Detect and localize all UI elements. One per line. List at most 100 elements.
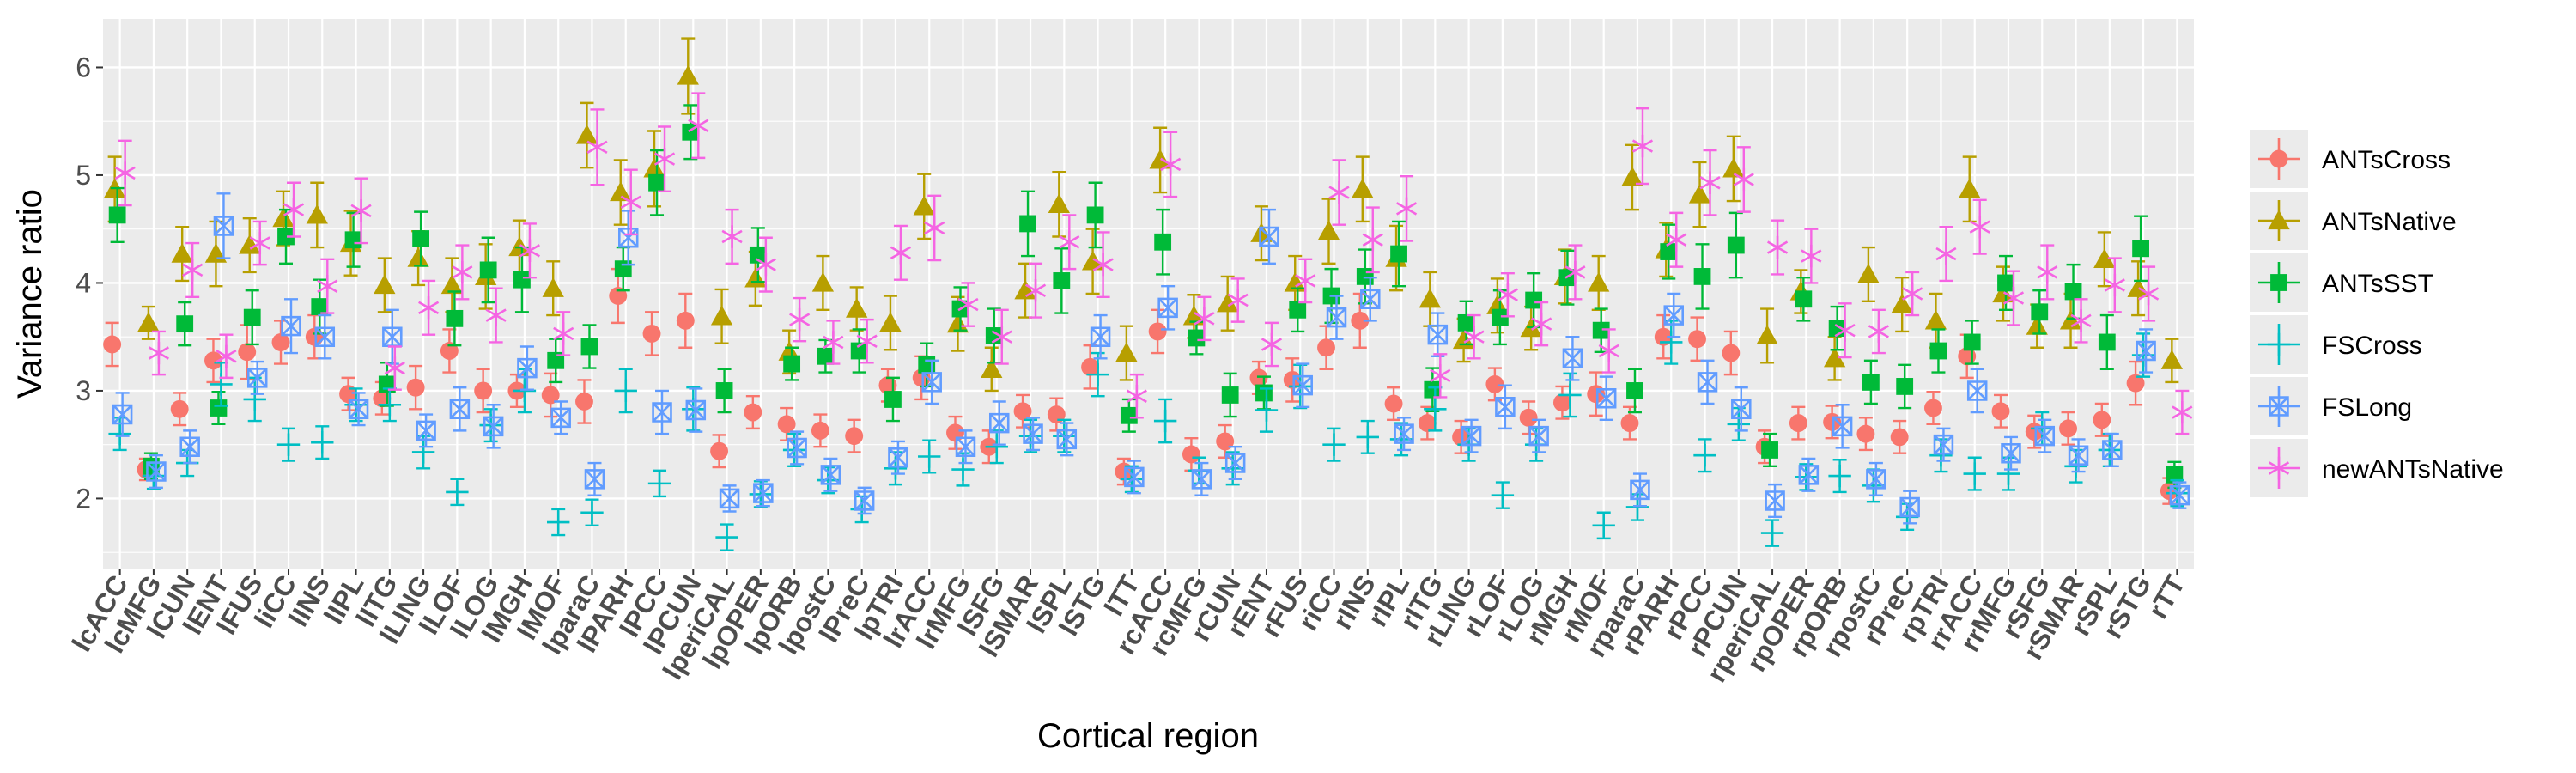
legend-label: FSCross	[2322, 332, 2422, 360]
data-point	[314, 326, 336, 347]
data-point	[474, 381, 493, 400]
data-point	[1227, 289, 1249, 312]
data-point	[1328, 180, 1350, 204]
data-point	[239, 234, 261, 254]
data-point	[305, 327, 324, 346]
legend-label: ANTsCross	[2322, 146, 2451, 174]
data-point	[1761, 441, 1778, 459]
data-point	[2136, 340, 2156, 362]
data-point	[348, 399, 369, 420]
data-point	[1023, 423, 1043, 444]
data-point	[146, 461, 167, 482]
data-point	[1090, 326, 1111, 347]
data-point	[311, 298, 329, 315]
data-point	[1491, 484, 1515, 507]
data-point	[170, 399, 189, 418]
data-point	[1991, 402, 2010, 421]
data-point	[1963, 333, 1981, 351]
data-point	[1823, 347, 1846, 368]
data-point	[823, 331, 844, 354]
data-point	[210, 399, 228, 417]
data-point	[182, 259, 204, 282]
data-point	[1765, 490, 1785, 511]
data-point	[854, 490, 875, 511]
data-point	[2098, 438, 2122, 462]
data-point	[1666, 228, 1687, 252]
data-point	[1969, 215, 1990, 239]
series-newANTsNative	[114, 92, 2193, 435]
data-point	[1929, 342, 1947, 360]
data-point	[1086, 206, 1104, 224]
data-point	[1160, 153, 1182, 176]
data-point	[2031, 417, 2054, 441]
data-point	[1562, 348, 1583, 369]
data-point	[918, 445, 941, 468]
data-point	[1727, 236, 1745, 254]
data-point	[449, 399, 471, 420]
data-point	[580, 338, 598, 356]
data-point	[789, 307, 811, 332]
data-point	[1457, 313, 1475, 332]
data-point	[412, 230, 430, 247]
data-point	[1693, 268, 1711, 285]
data-point	[787, 437, 807, 459]
data-point	[1592, 514, 1615, 538]
data-point	[311, 430, 334, 454]
data-point	[1631, 134, 1654, 158]
data-point	[890, 241, 912, 265]
data-point	[1856, 424, 1875, 443]
data-point	[2138, 282, 2160, 306]
data-point	[744, 403, 762, 422]
data-point	[407, 247, 429, 267]
data-point	[1996, 462, 2020, 485]
data-point	[1660, 331, 1683, 354]
data-point	[1966, 380, 1988, 401]
data-point	[620, 191, 641, 214]
data-point	[921, 372, 942, 393]
data-point	[547, 510, 570, 534]
data-point	[1621, 166, 1643, 186]
data-point	[643, 157, 665, 178]
data-point	[715, 382, 733, 399]
data-point	[1558, 383, 1582, 407]
data-point	[1461, 425, 1482, 447]
data-point	[2160, 350, 2184, 369]
data-point	[179, 436, 200, 457]
data-point	[946, 313, 969, 333]
data-point	[411, 441, 435, 464]
data-point	[416, 420, 436, 441]
data-point	[1933, 434, 1954, 455]
data-point	[1154, 233, 1172, 251]
data-point	[1727, 412, 1750, 436]
data-point	[1866, 469, 1886, 490]
data-point	[1733, 167, 1754, 192]
data-point	[281, 315, 301, 337]
data-point	[542, 277, 564, 297]
data-point	[981, 358, 1003, 378]
data-point	[1194, 307, 1215, 331]
data-point	[1857, 263, 1880, 283]
data-point	[1126, 385, 1147, 408]
data-point	[2093, 248, 2116, 268]
data-point	[1295, 269, 1316, 293]
data-point	[1157, 297, 1178, 319]
data-point	[1660, 243, 1678, 260]
data-point	[1362, 228, 1383, 252]
data-point	[1255, 399, 1279, 422]
data-point	[1292, 374, 1313, 396]
data-point	[719, 488, 740, 509]
data-point	[243, 387, 266, 411]
data-point	[1221, 386, 1239, 404]
data-point	[406, 378, 425, 397]
data-point	[1834, 319, 1856, 342]
series-FSLong	[112, 192, 2190, 525]
data-point	[1081, 250, 1104, 271]
data-point	[2070, 309, 2092, 332]
data-point	[715, 526, 738, 549]
data-point	[1525, 291, 1543, 309]
y-axis-title: Variance ratio	[11, 189, 49, 399]
data-point	[1564, 260, 1586, 284]
data-point	[1663, 305, 1684, 326]
data-point	[446, 480, 469, 504]
data-point	[277, 228, 295, 246]
